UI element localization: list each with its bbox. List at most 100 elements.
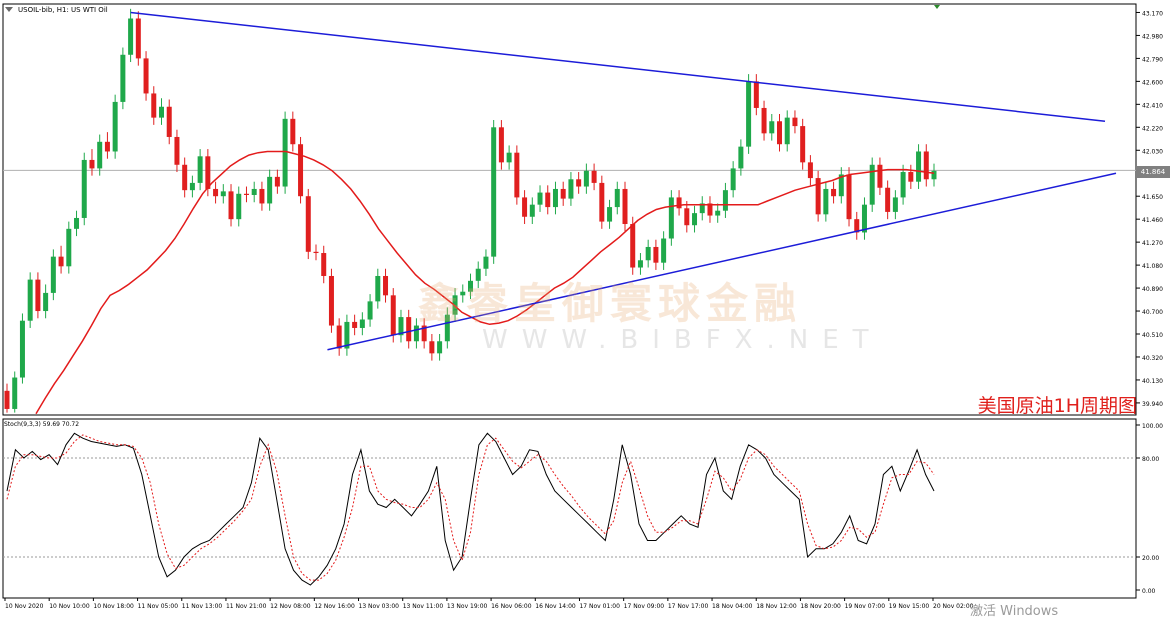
candle-body-97 xyxy=(753,81,759,108)
candle-body-55 xyxy=(429,341,435,354)
candle-body-75 xyxy=(583,170,589,187)
candle-body-32 xyxy=(251,188,257,195)
candle-body-48 xyxy=(375,275,381,302)
stochastic-panel-frame xyxy=(2,418,1137,599)
candle-body-115 xyxy=(892,197,898,212)
candle-body-107 xyxy=(831,188,837,197)
candle-body-59 xyxy=(460,291,466,296)
candle-body-19 xyxy=(151,93,157,118)
candle-body-8 xyxy=(66,228,72,267)
candle-body-120 xyxy=(931,170,937,180)
price-tick-label-4: 42.410 xyxy=(1142,102,1163,109)
candle-body-61 xyxy=(475,268,481,281)
time-tick-label-8: 13 Nov 03:00 xyxy=(359,603,400,610)
candle-body-83 xyxy=(645,246,651,261)
candle-body-85 xyxy=(661,238,667,263)
candle-body-108 xyxy=(838,174,844,197)
candle-body-103 xyxy=(800,126,806,163)
candle-body-76 xyxy=(591,170,597,183)
time-tick-label-15: 17 Nov 17:00 xyxy=(668,603,709,610)
candle-body-64 xyxy=(498,127,504,163)
candle-body-105 xyxy=(815,178,821,215)
candle-body-81 xyxy=(630,224,636,268)
candle-body-71 xyxy=(552,188,558,208)
time-tick-label-20: 19 Nov 15:00 xyxy=(889,603,930,610)
candle-body-4 xyxy=(35,279,41,312)
candle-body-62 xyxy=(483,256,489,269)
stoch-signal-line xyxy=(6,434,935,581)
trendline-upper xyxy=(130,11,1106,123)
price-tick-label-3: 42.600 xyxy=(1142,79,1163,86)
price-tick-label-6: 42.030 xyxy=(1142,148,1163,155)
candle-body-114 xyxy=(885,187,891,212)
candle-body-84 xyxy=(653,246,659,263)
candle-body-69 xyxy=(537,192,543,205)
time-tick-label-13: 17 Nov 01:00 xyxy=(579,603,620,610)
candle-body-13 xyxy=(104,141,110,152)
watermark-url: WWW.BIBFX.NET xyxy=(482,325,883,355)
candle-body-95 xyxy=(738,146,744,169)
time-tick-label-10: 13 Nov 19:00 xyxy=(447,603,488,610)
time-tick-label-17: 18 Nov 12:00 xyxy=(756,603,797,610)
candle-body-22 xyxy=(174,136,180,165)
candle-body-40 xyxy=(313,251,319,254)
windows-activation-watermark: 激活 Windows xyxy=(970,604,1059,619)
price-tick-label-13: 40.700 xyxy=(1142,309,1163,316)
period-marker-icon xyxy=(934,5,940,9)
watermark-cn: 鑫睿皇御寰球金融 xyxy=(418,279,803,328)
candle-body-52 xyxy=(406,317,412,342)
candle-body-21 xyxy=(166,106,172,137)
candle-body-35 xyxy=(274,176,280,187)
candle-body-73 xyxy=(568,179,574,199)
candle-body-53 xyxy=(413,325,419,342)
candle-body-6 xyxy=(50,256,56,293)
candle-body-92 xyxy=(715,210,721,216)
stoch-tick-label-0: 100.00 xyxy=(1142,423,1163,430)
candle-body-43 xyxy=(336,325,342,349)
candle-body-36 xyxy=(282,118,288,187)
candle-body-46 xyxy=(359,319,365,328)
candle-body-98 xyxy=(761,107,767,134)
price-tick-label-9: 41.460 xyxy=(1142,217,1163,224)
candle-body-34 xyxy=(267,176,273,204)
current-price-badge: 41.864 xyxy=(1136,166,1170,178)
candle-body-1 xyxy=(12,377,18,409)
candle-body-111 xyxy=(861,204,867,233)
time-tick-label-9: 13 Nov 11:00 xyxy=(403,603,444,610)
time-tick-label-18: 18 Nov 20:00 xyxy=(800,603,841,610)
candle-body-93 xyxy=(722,190,728,211)
candle-body-11 xyxy=(89,159,95,169)
candle-body-49 xyxy=(383,275,389,296)
chart-menu-arrow-icon xyxy=(5,7,13,12)
candle-body-38 xyxy=(298,144,304,197)
candle-body-112 xyxy=(869,164,875,205)
candle-body-58 xyxy=(452,295,458,315)
candle-body-86 xyxy=(668,197,674,239)
stoch-tick-label-3: 0.00 xyxy=(1142,588,1156,595)
candle-body-87 xyxy=(676,197,682,209)
time-tick-label-12: 16 Nov 14:00 xyxy=(535,603,576,610)
candle-body-66 xyxy=(514,152,520,198)
candle-body-109 xyxy=(846,174,852,220)
candle-body-2 xyxy=(19,320,25,378)
time-tick-label-7: 12 Nov 16:00 xyxy=(314,603,355,610)
candle-body-77 xyxy=(599,182,605,222)
candle-body-12 xyxy=(97,141,103,169)
price-tick-label-11: 41.080 xyxy=(1142,263,1163,270)
candle-body-47 xyxy=(367,301,373,320)
time-tick-label-19: 19 Nov 07:00 xyxy=(845,603,886,610)
chart-annotation: 美国原油1H周期图 xyxy=(977,395,1137,417)
candle-body-17 xyxy=(135,18,141,59)
candle-body-90 xyxy=(699,203,705,214)
candle-body-14 xyxy=(112,101,118,152)
candle-body-118 xyxy=(916,151,922,182)
time-tick-label-0: 10 Nov 2020 xyxy=(5,603,44,610)
candle-body-39 xyxy=(305,196,311,252)
candle-body-33 xyxy=(259,188,265,204)
candle-body-23 xyxy=(182,164,188,191)
candle-body-0 xyxy=(4,390,10,409)
candle-body-37 xyxy=(290,118,296,145)
time-tick-label-6: 12 Nov 08:00 xyxy=(270,603,311,610)
